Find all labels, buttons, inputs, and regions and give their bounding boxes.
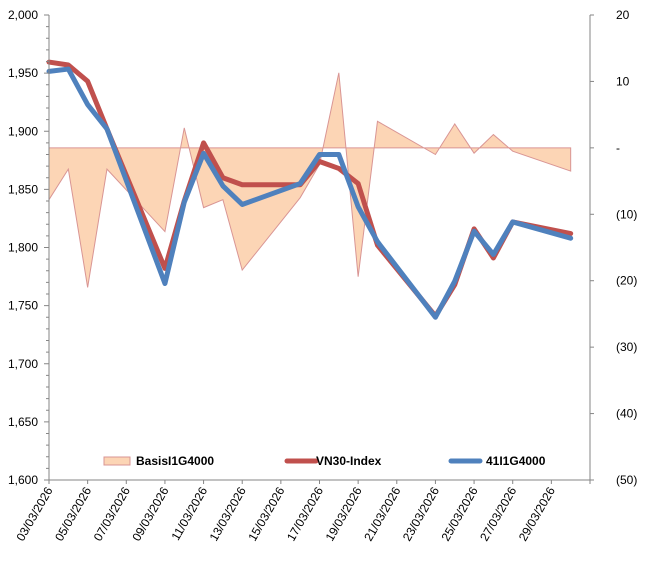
y-left-tick-label: 1,950 — [8, 66, 38, 80]
y-left-tick-label: 1,750 — [8, 299, 38, 313]
41i1g4000-line — [46, 66, 574, 320]
legend-label-41i1g4000: 41I1G4000 — [486, 454, 546, 468]
y-right-tick-label: (20) — [616, 274, 637, 288]
y-left-tick-label: 1,700 — [8, 357, 38, 371]
y-right-tick-label: - — [616, 141, 620, 155]
x-tick-label: 23/03/2026 — [400, 484, 442, 543]
y-right-tick-label: (30) — [616, 340, 637, 354]
x-tick-label: 29/03/2026 — [516, 484, 558, 543]
x-tick-label: 17/03/2026 — [284, 484, 326, 543]
y-left-tick-label: 1,850 — [8, 182, 38, 196]
y-right-tick-label: (10) — [616, 207, 637, 221]
x-tick-label: 05/03/2026 — [52, 484, 94, 543]
x-tick-label: 03/03/2026 — [13, 484, 55, 543]
x-tick-label: 07/03/2026 — [91, 484, 133, 543]
y-right-tick-label: 10 — [616, 74, 630, 88]
x-tick-label: 15/03/2026 — [245, 484, 287, 543]
x-tick-label: 19/03/2026 — [323, 484, 365, 543]
legend-label-vn30-index: VN30-Index — [316, 454, 382, 468]
x-tick-label: 27/03/2026 — [477, 484, 519, 543]
y-right-tick-label: (40) — [616, 407, 637, 421]
y-right-tick-label: 20 — [616, 8, 630, 22]
y-left-tick-label: 1,900 — [8, 124, 38, 138]
legend-label-basis: BasisI1G4000 — [136, 454, 214, 468]
y-left-tick-label: 1,650 — [8, 415, 38, 429]
y-left-tick-label: 1,800 — [8, 241, 38, 255]
x-tick-label: 13/03/2026 — [207, 484, 249, 543]
legend: BasisI1G4000 VN30-Index 41I1G4000 — [103, 454, 546, 468]
x-tick-label: 25/03/2026 — [439, 484, 481, 543]
y-left-tick-label: 2,000 — [8, 8, 38, 22]
x-tick-label: 09/03/2026 — [129, 484, 171, 543]
line-layer — [46, 59, 574, 320]
x-tick-label: 21/03/2026 — [361, 484, 403, 543]
y-right-tick-label: (50) — [616, 473, 637, 487]
y-left-tick-label: 1,600 — [8, 473, 38, 487]
legend-swatch-basis — [103, 456, 131, 466]
x-tick-label: 11/03/2026 — [168, 484, 210, 543]
